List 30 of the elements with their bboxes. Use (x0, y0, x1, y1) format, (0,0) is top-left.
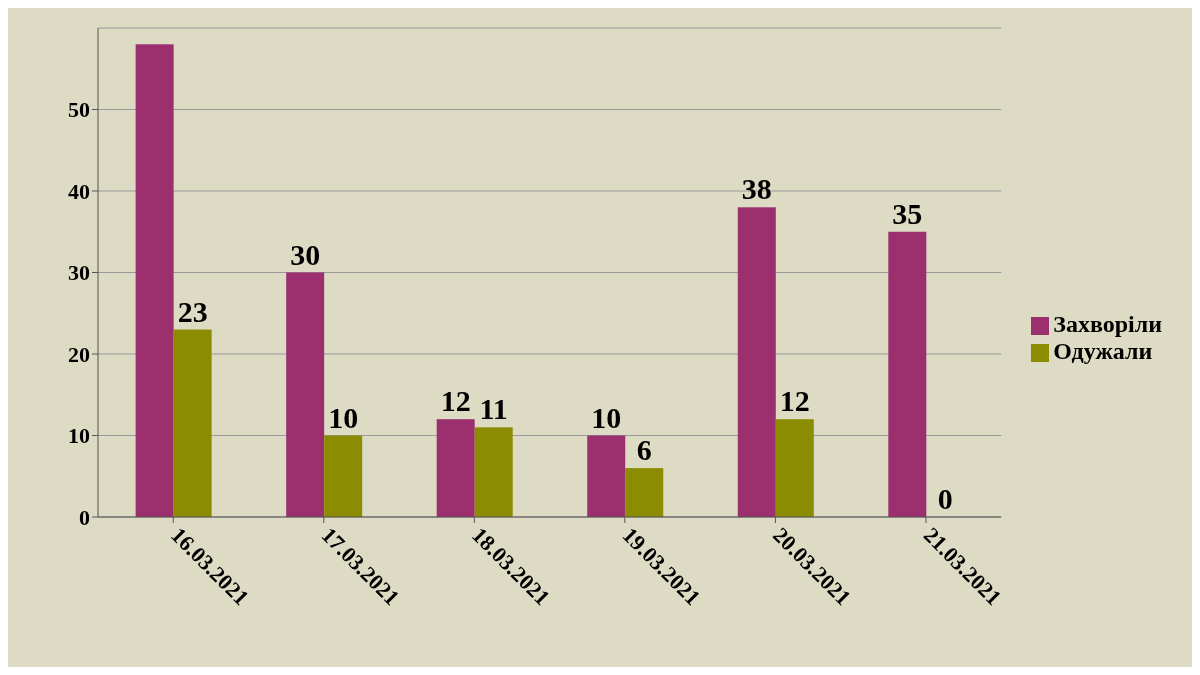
data-label: 38 (741, 172, 772, 206)
data-label: 10 (328, 400, 359, 434)
bar (324, 435, 363, 517)
bar (737, 207, 776, 517)
data-label: 11 (479, 392, 508, 426)
legend-label: Одужали (1053, 337, 1153, 364)
legend-label: Захворіли (1053, 310, 1162, 337)
data-label: 6 (636, 433, 652, 467)
data-label: 10 (591, 400, 622, 434)
bar (135, 44, 174, 517)
data-label: 12 (440, 384, 471, 418)
bar (888, 231, 927, 517)
bar (173, 329, 212, 517)
bar (775, 419, 814, 517)
bar (587, 435, 626, 517)
bar (474, 427, 513, 517)
bar (625, 468, 664, 517)
data-label: 35 (892, 196, 923, 230)
y-tick-label: 10 (68, 423, 90, 449)
bar (286, 272, 325, 517)
bar (436, 419, 475, 517)
data-label: 30 (290, 237, 321, 271)
y-tick-label: 40 (68, 178, 90, 204)
data-label: 12 (779, 384, 810, 418)
data-label: 0 (937, 482, 953, 515)
y-tick-label: 50 (68, 97, 90, 123)
y-tick-label: 30 (68, 260, 90, 286)
y-tick-label: 20 (68, 341, 90, 367)
y-tick-label: 0 (79, 504, 90, 530)
data-label: 23 (177, 294, 208, 328)
